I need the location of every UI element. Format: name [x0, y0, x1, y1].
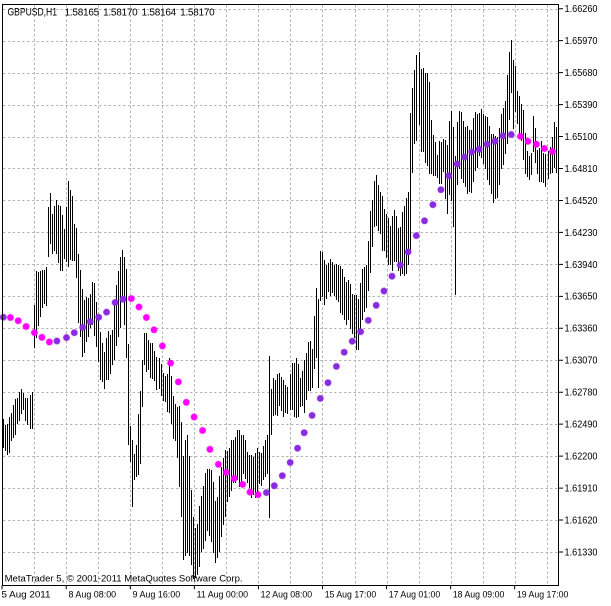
svg-text:1.66260: 1.66260	[565, 4, 598, 15]
svg-text:1.61910: 1.61910	[565, 484, 598, 495]
svg-text:GBPUSD,H1: GBPUSD,H1	[8, 7, 58, 19]
svg-text:1.62490: 1.62490	[565, 420, 598, 431]
svg-text:1.61620: 1.61620	[565, 515, 598, 526]
svg-text:8 Aug 08:00: 8 Aug 08:00	[68, 590, 116, 601]
svg-text:1.58170: 1.58170	[180, 8, 215, 19]
svg-text:1.65970: 1.65970	[565, 36, 598, 47]
svg-text:1.61330: 1.61330	[565, 547, 598, 558]
svg-text:1.65390: 1.65390	[565, 100, 598, 111]
svg-text:11 Aug 00:00: 11 Aug 00:00	[197, 590, 249, 601]
svg-text:1.65680: 1.65680	[565, 68, 598, 79]
svg-text:1.58170: 1.58170	[103, 8, 138, 19]
svg-text:1.63940: 1.63940	[565, 260, 598, 271]
svg-text:18 Aug 09:00: 18 Aug 09:00	[453, 590, 505, 601]
svg-text:1.64520: 1.64520	[565, 196, 598, 207]
svg-text:MetaTrader 5, © 2001-2011 Meta: MetaTrader 5, © 2001-2011 MetaQuotes Sof…	[5, 573, 243, 583]
svg-text:17 Aug 01:00: 17 Aug 01:00	[389, 590, 441, 601]
svg-text:1.65100: 1.65100	[565, 132, 598, 143]
svg-text:1.62780: 1.62780	[565, 388, 598, 399]
svg-text:1.63360: 1.63360	[565, 324, 598, 335]
svg-text:1.58165: 1.58165	[65, 8, 100, 19]
svg-text:9 Aug 16:00: 9 Aug 16:00	[133, 590, 181, 601]
svg-text:1.58164: 1.58164	[142, 8, 177, 19]
svg-text:12 Aug 08:00: 12 Aug 08:00	[261, 590, 313, 601]
svg-text:1.63070: 1.63070	[565, 356, 598, 367]
svg-text:5 Aug 2011: 5 Aug 2011	[2, 590, 51, 601]
svg-text:1.62200: 1.62200	[565, 452, 598, 463]
svg-text:1.64810: 1.64810	[565, 164, 598, 175]
svg-text:19 Aug 17:00: 19 Aug 17:00	[517, 590, 569, 601]
svg-text:1.64230: 1.64230	[565, 228, 598, 239]
svg-text:1.63650: 1.63650	[565, 292, 598, 303]
svg-text:15 Aug 17:00: 15 Aug 17:00	[325, 590, 377, 601]
